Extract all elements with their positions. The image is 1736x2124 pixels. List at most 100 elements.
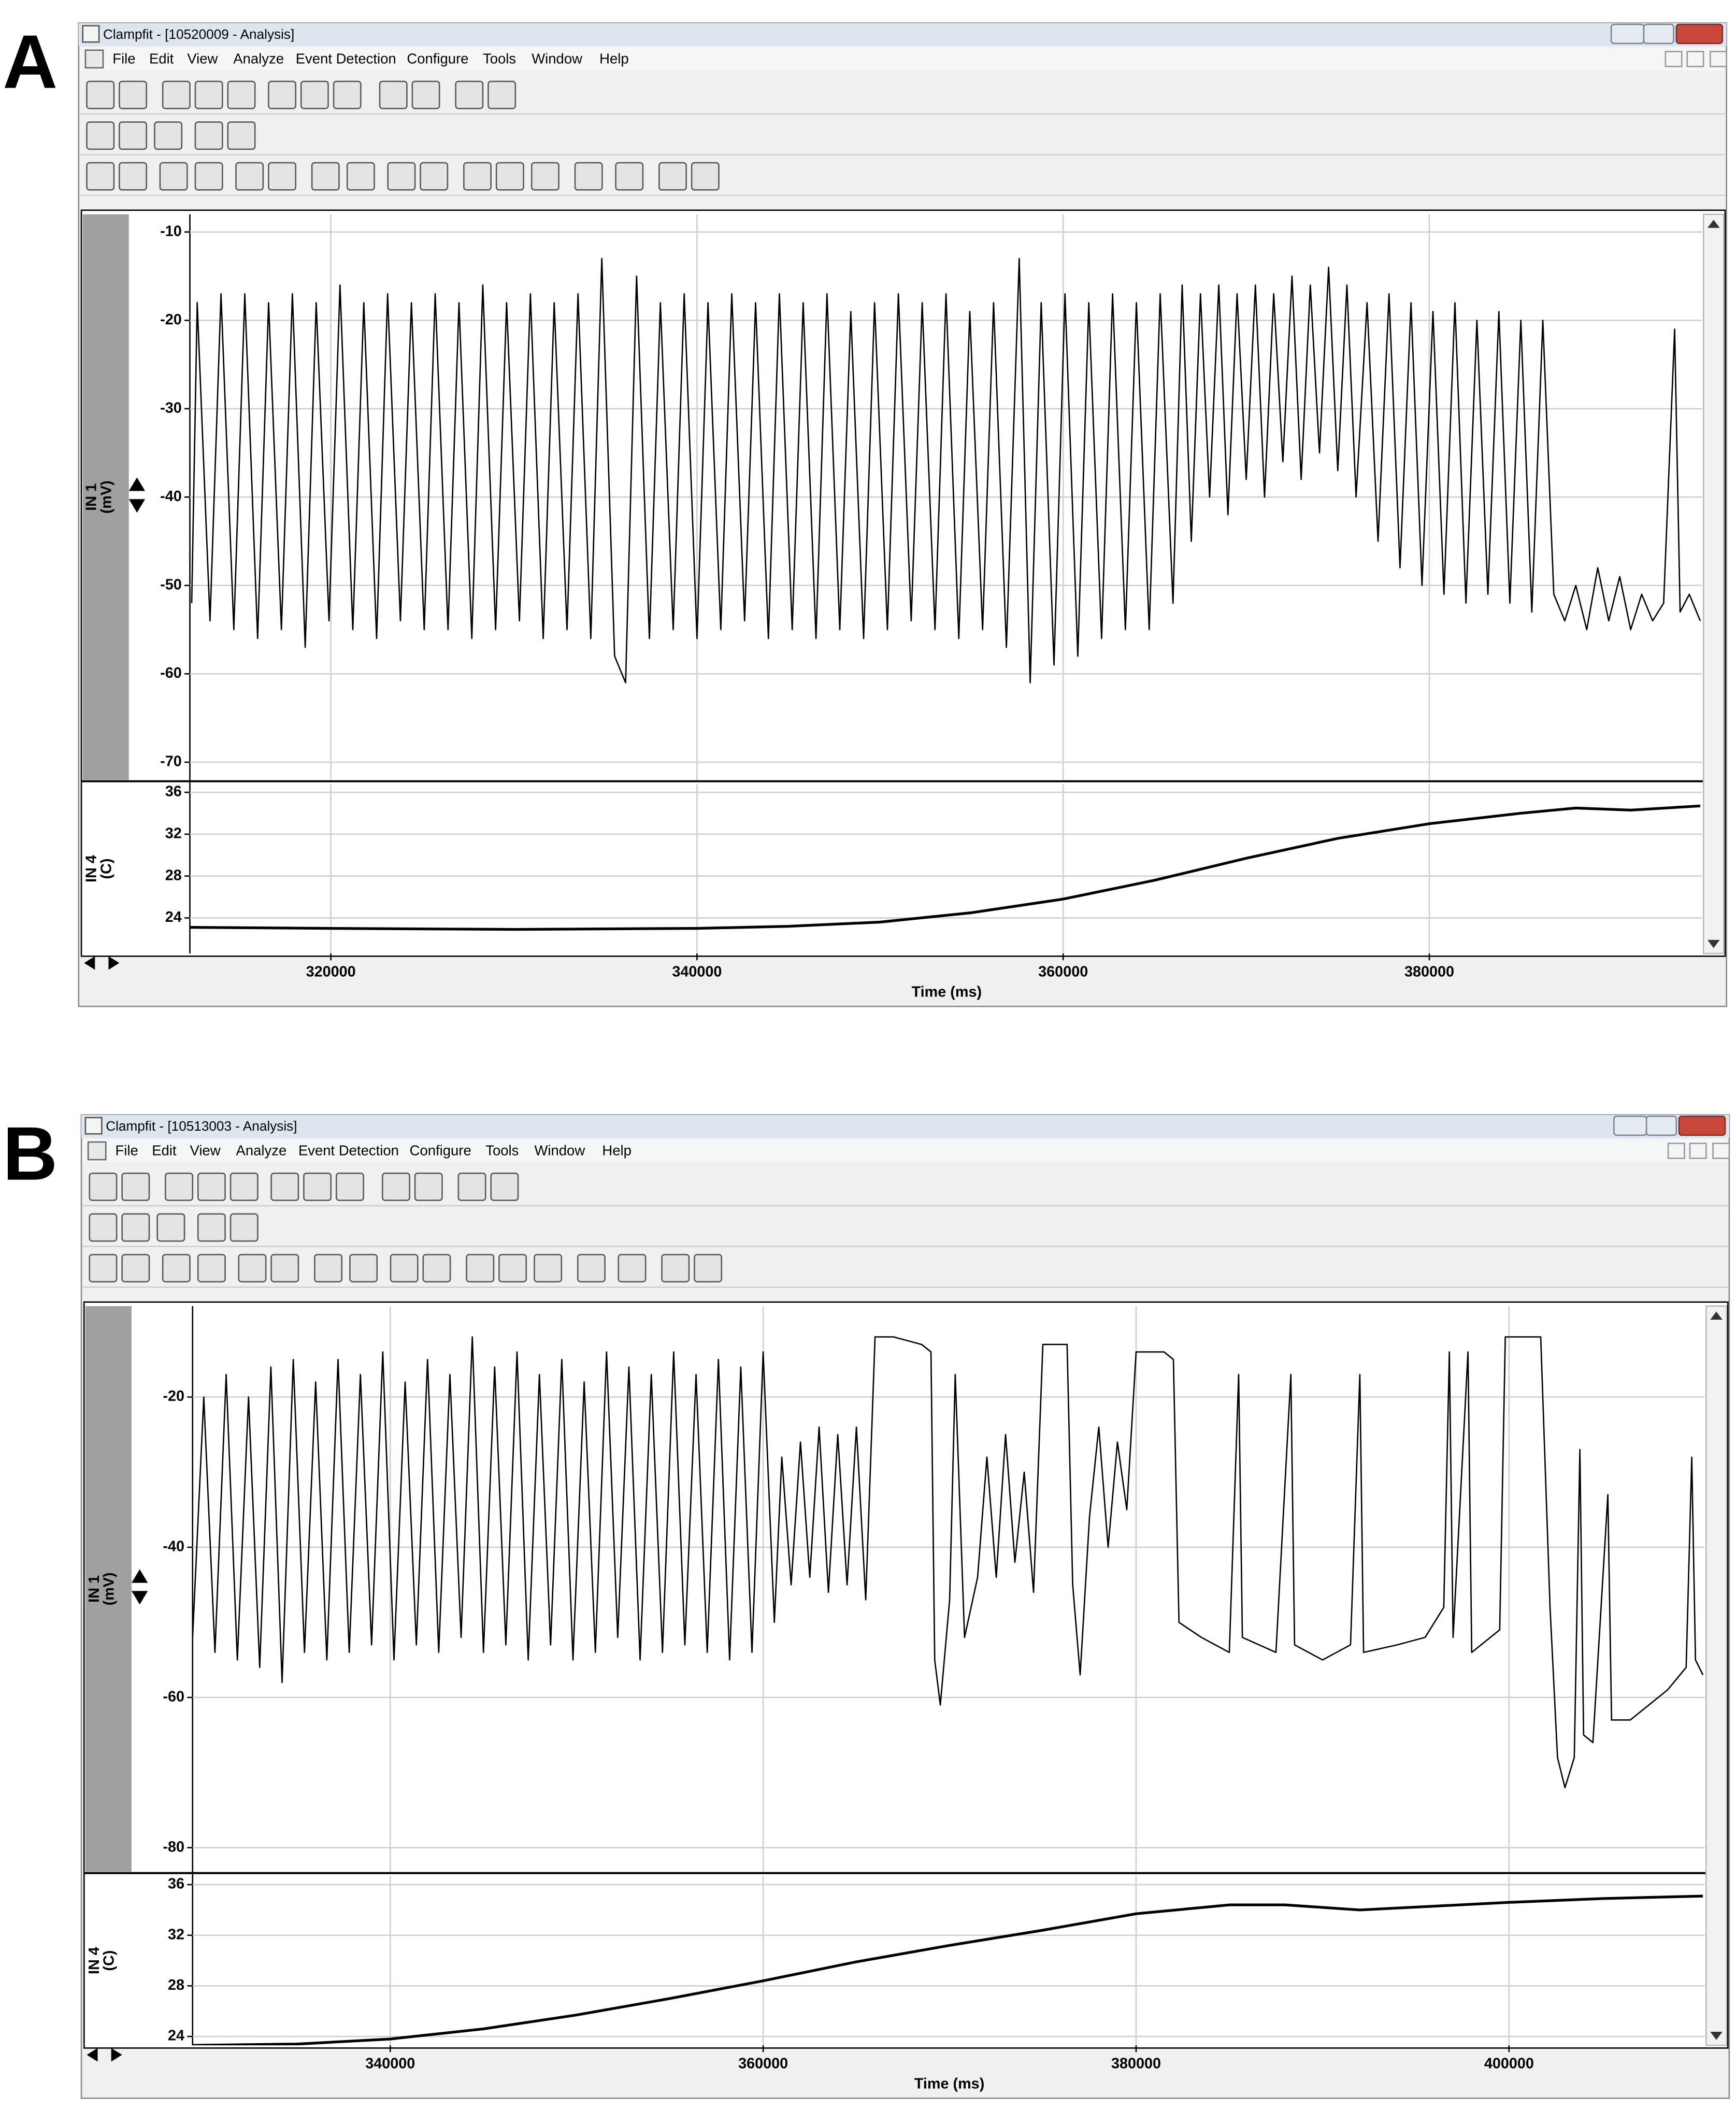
menu-item[interactable]: Event Detection (296, 50, 396, 66)
menu-item[interactable]: Help (602, 1143, 632, 1159)
menu-item[interactable]: Event Detection (298, 1143, 399, 1159)
scroll-down[interactable] (1708, 939, 1720, 948)
toolbar-button[interactable] (414, 1172, 443, 1201)
toolbar-button[interactable] (422, 1253, 451, 1282)
toolbar-button[interactable] (229, 1172, 259, 1201)
toolbar-button[interactable] (346, 162, 375, 191)
toolbar-button[interactable] (379, 80, 408, 109)
scroll-up[interactable] (1708, 220, 1720, 228)
toolbar-button[interactable] (658, 162, 687, 191)
toolbar-button[interactable] (618, 1253, 647, 1282)
scroll-arrows[interactable] (87, 2048, 122, 2062)
menu-item[interactable]: Edit (152, 1143, 177, 1159)
toolbar-button[interactable] (194, 121, 223, 150)
toolbar-button[interactable] (227, 80, 256, 109)
toolbar-button[interactable] (162, 80, 191, 109)
menu-item[interactable]: Analyze (233, 50, 284, 66)
menu-item[interactable]: Edit (149, 50, 174, 66)
scroll-up[interactable] (1710, 1312, 1723, 1320)
toolbar-button[interactable] (300, 80, 329, 109)
toolbar-button[interactable] (530, 162, 559, 191)
toolbar-button[interactable] (197, 1213, 226, 1242)
toolbar-button[interactable] (420, 162, 449, 191)
toolbar-button[interactable] (154, 121, 183, 150)
toolbar-button[interactable] (156, 1213, 185, 1242)
toolbar-button[interactable] (119, 162, 148, 191)
toolbar-button[interactable] (197, 1172, 226, 1201)
toolbar-button[interactable] (381, 1172, 410, 1201)
menu-item[interactable]: Window (532, 50, 582, 66)
mdi-button[interactable] (1712, 1143, 1730, 1159)
toolbar-button[interactable] (577, 1253, 606, 1282)
toolbar-button[interactable] (194, 162, 223, 191)
toolbar-button[interactable] (574, 162, 603, 191)
window-button[interactable] (1645, 1115, 1677, 1136)
toolbar-button[interactable] (390, 1253, 419, 1282)
toolbar-button[interactable] (119, 80, 148, 109)
toolbar-button[interactable] (121, 1172, 150, 1201)
mdi-button[interactable] (1665, 51, 1683, 67)
toolbar-button[interactable] (119, 121, 148, 150)
window-button[interactable] (1610, 23, 1645, 45)
toolbar-button[interactable] (487, 80, 517, 109)
spin-arrows[interactable] (131, 1569, 148, 1605)
toolbar-button[interactable] (463, 162, 492, 191)
menu-item[interactable]: Configure (407, 50, 468, 66)
mdi-button[interactable] (1709, 51, 1727, 67)
toolbar-button[interactable] (387, 162, 416, 191)
toolbar-button[interactable] (495, 162, 524, 191)
toolbar-button[interactable] (235, 162, 264, 191)
toolbar-button[interactable] (314, 1253, 343, 1282)
toolbar-button[interactable] (691, 162, 720, 191)
menu-item[interactable]: Window (534, 1143, 585, 1159)
menu-item[interactable]: View (190, 1143, 221, 1159)
toolbar-button[interactable] (270, 1172, 299, 1201)
toolbar-button[interactable] (227, 121, 256, 150)
toolbar-button[interactable] (86, 121, 115, 150)
toolbar-button[interactable] (86, 162, 115, 191)
toolbar-button[interactable] (455, 80, 484, 109)
toolbar-button[interactable] (121, 1253, 150, 1282)
menu-item[interactable]: Configure (410, 1143, 471, 1159)
toolbar-button[interactable] (159, 162, 188, 191)
toolbar-button[interactable] (194, 80, 223, 109)
toolbar-button[interactable] (268, 80, 297, 109)
toolbar-button[interactable] (661, 1253, 690, 1282)
toolbar-button[interactable] (121, 1213, 150, 1242)
menu-item[interactable]: Tools (483, 50, 516, 66)
toolbar-button[interactable] (238, 1253, 267, 1282)
toolbar-button[interactable] (490, 1172, 519, 1201)
toolbar-button[interactable] (270, 1253, 299, 1282)
toolbar-button[interactable] (694, 1253, 723, 1282)
toolbar-button[interactable] (457, 1172, 486, 1201)
toolbar-button[interactable] (197, 1253, 226, 1282)
toolbar-button[interactable] (268, 162, 297, 191)
toolbar-button[interactable] (86, 80, 115, 109)
mdi-button[interactable] (1686, 51, 1704, 67)
toolbar-button[interactable] (303, 1172, 332, 1201)
menu-item[interactable]: Tools (485, 1143, 519, 1159)
spin-arrows[interactable] (128, 477, 146, 513)
scrollbar[interactable] (1702, 213, 1725, 954)
toolbar-button[interactable] (498, 1253, 527, 1282)
mdi-button[interactable] (1667, 1143, 1685, 1159)
toolbar-button[interactable] (534, 1253, 563, 1282)
toolbar-button[interactable] (615, 162, 644, 191)
toolbar-button[interactable] (333, 80, 362, 109)
scroll-down[interactable] (1710, 2032, 1723, 2040)
scroll-arrows[interactable] (84, 956, 120, 970)
toolbar-button[interactable] (229, 1213, 259, 1242)
menu-item[interactable]: View (187, 50, 218, 66)
menu-item[interactable]: File (116, 1143, 138, 1159)
window-button[interactable] (1643, 23, 1674, 45)
toolbar-button[interactable] (466, 1253, 495, 1282)
menu-item[interactable]: Analyze (236, 1143, 287, 1159)
menu-item[interactable]: File (112, 50, 135, 66)
toolbar-button[interactable] (89, 1172, 118, 1201)
toolbar-button[interactable] (311, 162, 340, 191)
toolbar-button[interactable] (349, 1253, 378, 1282)
toolbar-button[interactable] (89, 1213, 118, 1242)
toolbar-button[interactable] (89, 1253, 118, 1282)
toolbar-button[interactable] (411, 80, 440, 109)
mdi-button[interactable] (1689, 1143, 1707, 1159)
